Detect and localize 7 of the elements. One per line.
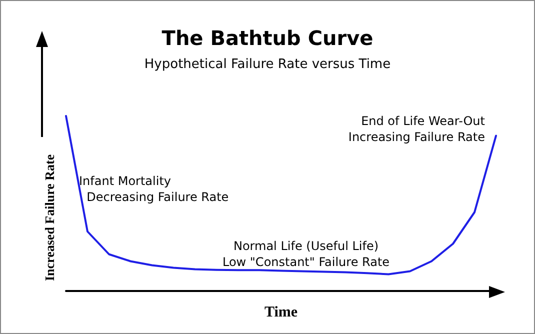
chart-subtitle: Hypothetical Failure Rate versus Time xyxy=(144,57,391,72)
annotation: Infant Mortality Decreasing Failure Rate xyxy=(79,174,229,204)
x-axis-title: Time xyxy=(264,304,298,320)
annotation: End of Life Wear-Out Increasing Failure Rate xyxy=(348,114,486,144)
annotation: Normal Life (Useful Life) Low "Constant" Failure Rate xyxy=(222,239,390,269)
chart-title: The Bathtub Curve xyxy=(162,26,374,50)
y-axis-title: Increased Failure Rate xyxy=(42,154,57,281)
